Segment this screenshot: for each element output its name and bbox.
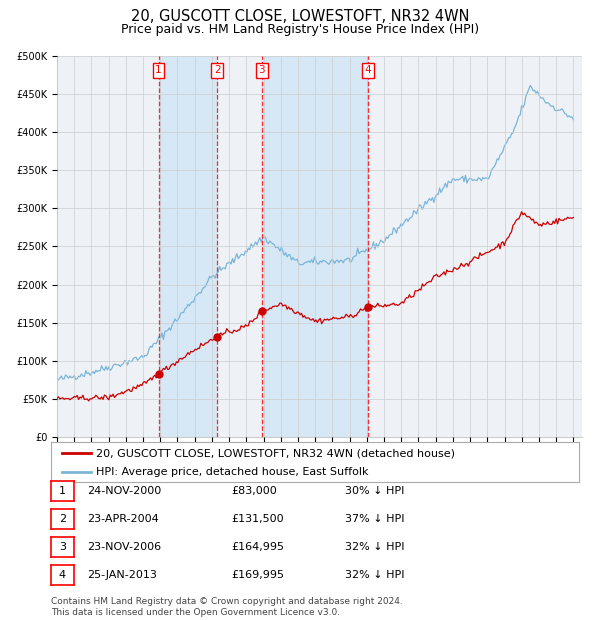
Text: £164,995: £164,995 [231,542,284,552]
Text: HPI: Average price, detached house, East Suffolk: HPI: Average price, detached house, East… [96,467,368,477]
Text: £131,500: £131,500 [231,514,284,524]
Text: Price paid vs. HM Land Registry's House Price Index (HPI): Price paid vs. HM Land Registry's House … [121,23,479,36]
Text: 37% ↓ HPI: 37% ↓ HPI [345,514,404,524]
Text: 3: 3 [259,65,265,76]
Text: £83,000: £83,000 [231,486,277,496]
Text: 20, GUSCOTT CLOSE, LOWESTOFT, NR32 4WN: 20, GUSCOTT CLOSE, LOWESTOFT, NR32 4WN [131,9,469,24]
Text: 23-APR-2004: 23-APR-2004 [87,514,159,524]
Text: 23-NOV-2006: 23-NOV-2006 [87,542,161,552]
Text: 24-NOV-2000: 24-NOV-2000 [87,486,161,496]
Text: 3: 3 [59,542,66,552]
Text: £169,995: £169,995 [231,570,284,580]
Text: 32% ↓ HPI: 32% ↓ HPI [345,570,404,580]
Text: 4: 4 [59,570,66,580]
Text: Contains HM Land Registry data © Crown copyright and database right 2024.
This d: Contains HM Land Registry data © Crown c… [51,598,403,617]
Bar [262,56,368,437]
Text: 2: 2 [214,65,221,76]
Text: 4: 4 [365,65,371,76]
Text: 1: 1 [59,486,66,496]
Text: 2: 2 [59,514,66,524]
Text: 30% ↓ HPI: 30% ↓ HPI [345,486,404,496]
Text: 20, GUSCOTT CLOSE, LOWESTOFT, NR32 4WN (detached house): 20, GUSCOTT CLOSE, LOWESTOFT, NR32 4WN (… [96,448,455,458]
Text: 25-JAN-2013: 25-JAN-2013 [87,570,157,580]
Text: 1: 1 [155,65,162,76]
Bar [158,56,217,437]
Text: 32% ↓ HPI: 32% ↓ HPI [345,542,404,552]
